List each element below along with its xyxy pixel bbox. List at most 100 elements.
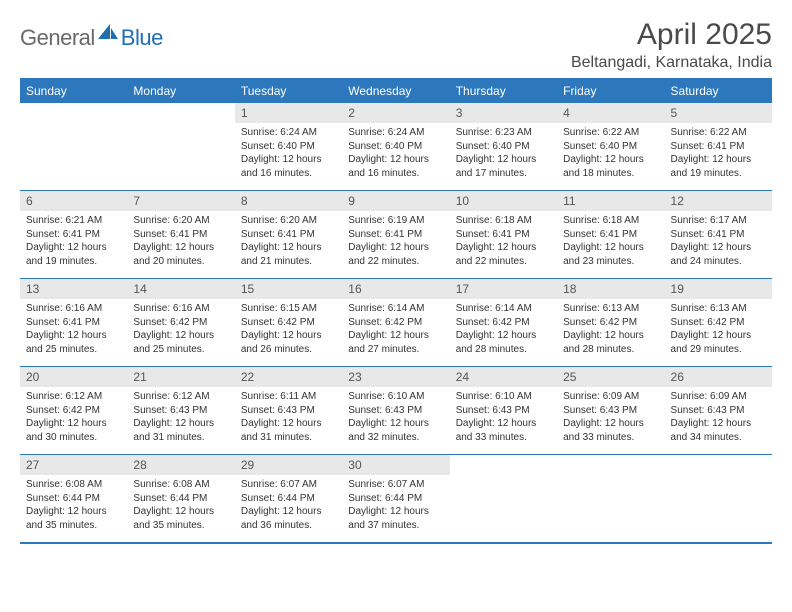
day-details: Sunrise: 6:09 AMSunset: 6:43 PMDaylight:… — [665, 387, 772, 447]
day-number: 15 — [235, 279, 342, 299]
day-number: 23 — [342, 367, 449, 387]
day-details: Sunrise: 6:13 AMSunset: 6:42 PMDaylight:… — [665, 299, 772, 359]
day-details: Sunrise: 6:08 AMSunset: 6:44 PMDaylight:… — [20, 475, 127, 535]
day-number: 24 — [450, 367, 557, 387]
calendar-row: 13Sunrise: 6:16 AMSunset: 6:41 PMDayligh… — [20, 279, 772, 367]
day-details: Sunrise: 6:24 AMSunset: 6:40 PMDaylight:… — [342, 123, 449, 183]
calendar-day-cell: 23Sunrise: 6:10 AMSunset: 6:43 PMDayligh… — [342, 367, 449, 455]
day-details: Sunrise: 6:19 AMSunset: 6:41 PMDaylight:… — [342, 211, 449, 271]
day-details: Sunrise: 6:23 AMSunset: 6:40 PMDaylight:… — [450, 123, 557, 183]
day-number: 7 — [127, 191, 234, 211]
logo: General Blue — [20, 18, 163, 51]
calendar-empty-cell: . — [450, 455, 557, 543]
calendar-empty-cell: . — [127, 103, 234, 191]
calendar-day-cell: 30Sunrise: 6:07 AMSunset: 6:44 PMDayligh… — [342, 455, 449, 543]
day-number: 22 — [235, 367, 342, 387]
day-number: 20 — [20, 367, 127, 387]
month-title: April 2025 — [571, 18, 772, 52]
day-details: Sunrise: 6:11 AMSunset: 6:43 PMDaylight:… — [235, 387, 342, 447]
day-details: Sunrise: 6:13 AMSunset: 6:42 PMDaylight:… — [557, 299, 664, 359]
day-details: Sunrise: 6:18 AMSunset: 6:41 PMDaylight:… — [557, 211, 664, 271]
calendar-day-cell: 21Sunrise: 6:12 AMSunset: 6:43 PMDayligh… — [127, 367, 234, 455]
calendar-row: 6Sunrise: 6:21 AMSunset: 6:41 PMDaylight… — [20, 191, 772, 279]
calendar-day-cell: 27Sunrise: 6:08 AMSunset: 6:44 PMDayligh… — [20, 455, 127, 543]
day-number: 16 — [342, 279, 449, 299]
day-details: Sunrise: 6:12 AMSunset: 6:42 PMDaylight:… — [20, 387, 127, 447]
day-details: Sunrise: 6:24 AMSunset: 6:40 PMDaylight:… — [235, 123, 342, 183]
day-details: Sunrise: 6:09 AMSunset: 6:43 PMDaylight:… — [557, 387, 664, 447]
weekday-header: Saturday — [665, 79, 772, 103]
day-number: 6 — [20, 191, 127, 211]
calendar-day-cell: 1Sunrise: 6:24 AMSunset: 6:40 PMDaylight… — [235, 103, 342, 191]
logo-text-blue: Blue — [121, 25, 163, 51]
day-number: 17 — [450, 279, 557, 299]
day-details: Sunrise: 6:20 AMSunset: 6:41 PMDaylight:… — [127, 211, 234, 271]
day-details: Sunrise: 6:07 AMSunset: 6:44 PMDaylight:… — [235, 475, 342, 535]
calendar-day-cell: 3Sunrise: 6:23 AMSunset: 6:40 PMDaylight… — [450, 103, 557, 191]
calendar-day-cell: 5Sunrise: 6:22 AMSunset: 6:41 PMDaylight… — [665, 103, 772, 191]
day-details: Sunrise: 6:16 AMSunset: 6:41 PMDaylight:… — [20, 299, 127, 359]
day-details: Sunrise: 6:16 AMSunset: 6:42 PMDaylight:… — [127, 299, 234, 359]
day-number: 29 — [235, 455, 342, 475]
calendar-row: 20Sunrise: 6:12 AMSunset: 6:42 PMDayligh… — [20, 367, 772, 455]
weekday-header-row: SundayMondayTuesdayWednesdayThursdayFrid… — [20, 79, 772, 103]
weekday-header: Sunday — [20, 79, 127, 103]
day-number: 3 — [450, 103, 557, 123]
day-number: 4 — [557, 103, 664, 123]
day-details: Sunrise: 6:15 AMSunset: 6:42 PMDaylight:… — [235, 299, 342, 359]
day-number: 1 — [235, 103, 342, 123]
day-number: 14 — [127, 279, 234, 299]
calendar-day-cell: 9Sunrise: 6:19 AMSunset: 6:41 PMDaylight… — [342, 191, 449, 279]
day-details: Sunrise: 6:21 AMSunset: 6:41 PMDaylight:… — [20, 211, 127, 271]
day-details: Sunrise: 6:10 AMSunset: 6:43 PMDaylight:… — [450, 387, 557, 447]
day-number: 11 — [557, 191, 664, 211]
day-details: Sunrise: 6:07 AMSunset: 6:44 PMDaylight:… — [342, 475, 449, 535]
day-number: 12 — [665, 191, 772, 211]
day-details: Sunrise: 6:14 AMSunset: 6:42 PMDaylight:… — [342, 299, 449, 359]
calendar-day-cell: 14Sunrise: 6:16 AMSunset: 6:42 PMDayligh… — [127, 279, 234, 367]
title-block: April 2025 Beltangadi, Karnataka, India — [571, 18, 772, 72]
weekday-header: Monday — [127, 79, 234, 103]
calendar-day-cell: 16Sunrise: 6:14 AMSunset: 6:42 PMDayligh… — [342, 279, 449, 367]
day-number: 9 — [342, 191, 449, 211]
day-number: 19 — [665, 279, 772, 299]
day-number: 21 — [127, 367, 234, 387]
calendar-day-cell: 22Sunrise: 6:11 AMSunset: 6:43 PMDayligh… — [235, 367, 342, 455]
calendar-day-cell: 8Sunrise: 6:20 AMSunset: 6:41 PMDaylight… — [235, 191, 342, 279]
logo-sail-icon — [98, 24, 118, 47]
calendar-day-cell: 29Sunrise: 6:07 AMSunset: 6:44 PMDayligh… — [235, 455, 342, 543]
day-number: 13 — [20, 279, 127, 299]
calendar-day-cell: 17Sunrise: 6:14 AMSunset: 6:42 PMDayligh… — [450, 279, 557, 367]
calendar-day-cell: 19Sunrise: 6:13 AMSunset: 6:42 PMDayligh… — [665, 279, 772, 367]
calendar-day-cell: 4Sunrise: 6:22 AMSunset: 6:40 PMDaylight… — [557, 103, 664, 191]
calendar-day-cell: 2Sunrise: 6:24 AMSunset: 6:40 PMDaylight… — [342, 103, 449, 191]
day-details: Sunrise: 6:22 AMSunset: 6:41 PMDaylight:… — [665, 123, 772, 183]
day-number: 10 — [450, 191, 557, 211]
calendar-day-cell: 24Sunrise: 6:10 AMSunset: 6:43 PMDayligh… — [450, 367, 557, 455]
calendar-table: SundayMondayTuesdayWednesdayThursdayFrid… — [20, 78, 772, 544]
calendar-day-cell: 25Sunrise: 6:09 AMSunset: 6:43 PMDayligh… — [557, 367, 664, 455]
calendar-row: ..1Sunrise: 6:24 AMSunset: 6:40 PMDaylig… — [20, 103, 772, 191]
calendar-day-cell: 11Sunrise: 6:18 AMSunset: 6:41 PMDayligh… — [557, 191, 664, 279]
day-number: 8 — [235, 191, 342, 211]
day-details: Sunrise: 6:12 AMSunset: 6:43 PMDaylight:… — [127, 387, 234, 447]
calendar-day-cell: 12Sunrise: 6:17 AMSunset: 6:41 PMDayligh… — [665, 191, 772, 279]
calendar-day-cell: 13Sunrise: 6:16 AMSunset: 6:41 PMDayligh… — [20, 279, 127, 367]
calendar-empty-cell: . — [665, 455, 772, 543]
day-details: Sunrise: 6:17 AMSunset: 6:41 PMDaylight:… — [665, 211, 772, 271]
day-number: 2 — [342, 103, 449, 123]
day-number: 28 — [127, 455, 234, 475]
calendar-day-cell: 7Sunrise: 6:20 AMSunset: 6:41 PMDaylight… — [127, 191, 234, 279]
header: General Blue April 2025 Beltangadi, Karn… — [20, 18, 772, 72]
calendar-row: 27Sunrise: 6:08 AMSunset: 6:44 PMDayligh… — [20, 455, 772, 543]
weekday-header: Friday — [557, 79, 664, 103]
weekday-header: Tuesday — [235, 79, 342, 103]
calendar-day-cell: 6Sunrise: 6:21 AMSunset: 6:41 PMDaylight… — [20, 191, 127, 279]
day-details: Sunrise: 6:22 AMSunset: 6:40 PMDaylight:… — [557, 123, 664, 183]
day-details: Sunrise: 6:10 AMSunset: 6:43 PMDaylight:… — [342, 387, 449, 447]
day-number: 5 — [665, 103, 772, 123]
day-number: 26 — [665, 367, 772, 387]
day-number: 27 — [20, 455, 127, 475]
calendar-empty-cell: . — [20, 103, 127, 191]
day-details: Sunrise: 6:08 AMSunset: 6:44 PMDaylight:… — [127, 475, 234, 535]
